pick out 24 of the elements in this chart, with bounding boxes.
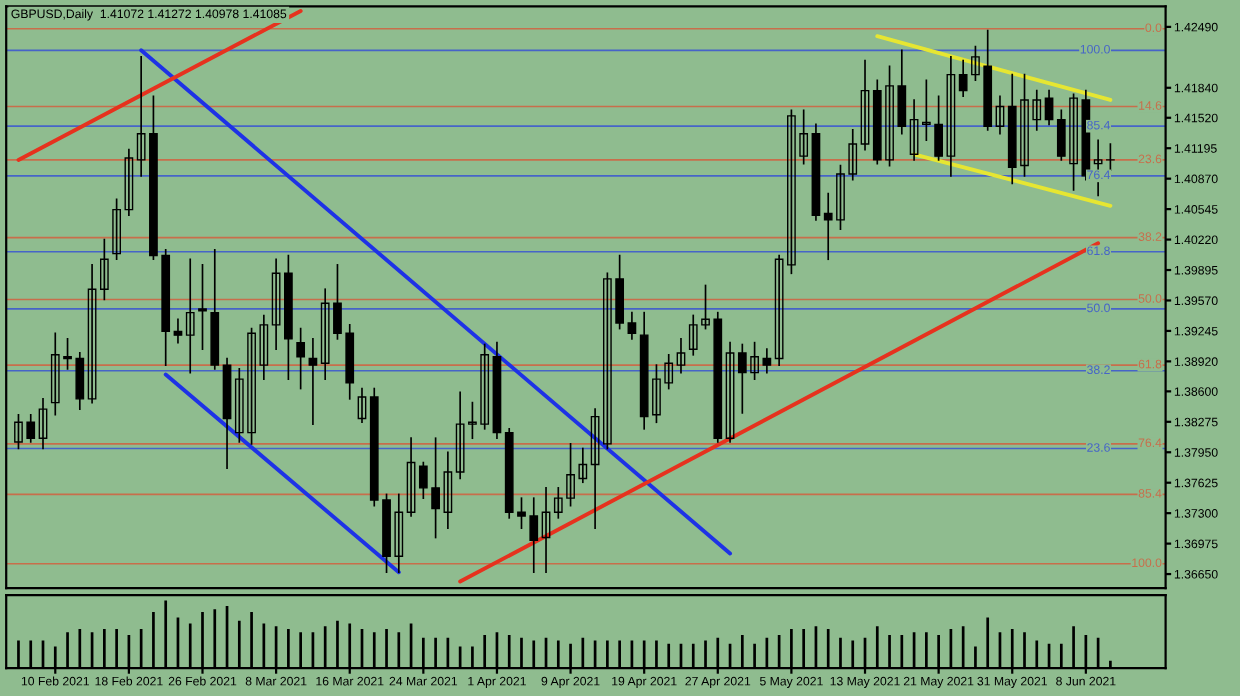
candlestick — [198, 264, 207, 351]
candlestick — [995, 95, 1005, 135]
candlestick — [296, 327, 306, 390]
candlestick — [590, 408, 600, 529]
candlestick — [124, 148, 134, 217]
candlestick — [627, 311, 637, 340]
candlestick — [357, 387, 367, 424]
candlestick — [112, 198, 121, 261]
candlestick — [860, 59, 870, 151]
candlestick — [185, 258, 195, 374]
candlestick — [308, 338, 318, 425]
candlestick — [1044, 89, 1054, 126]
candlestick — [271, 258, 281, 351]
candlestick — [946, 56, 956, 177]
candlestick — [443, 451, 453, 529]
candlestick — [676, 338, 686, 374]
candlestick — [99, 238, 109, 301]
candlestick — [38, 398, 48, 450]
candlestick — [173, 318, 183, 344]
candlestick — [541, 487, 551, 574]
candlestick — [725, 341, 735, 443]
candlestick — [909, 99, 919, 161]
candlestick — [87, 264, 97, 404]
candlestick — [406, 437, 416, 517]
